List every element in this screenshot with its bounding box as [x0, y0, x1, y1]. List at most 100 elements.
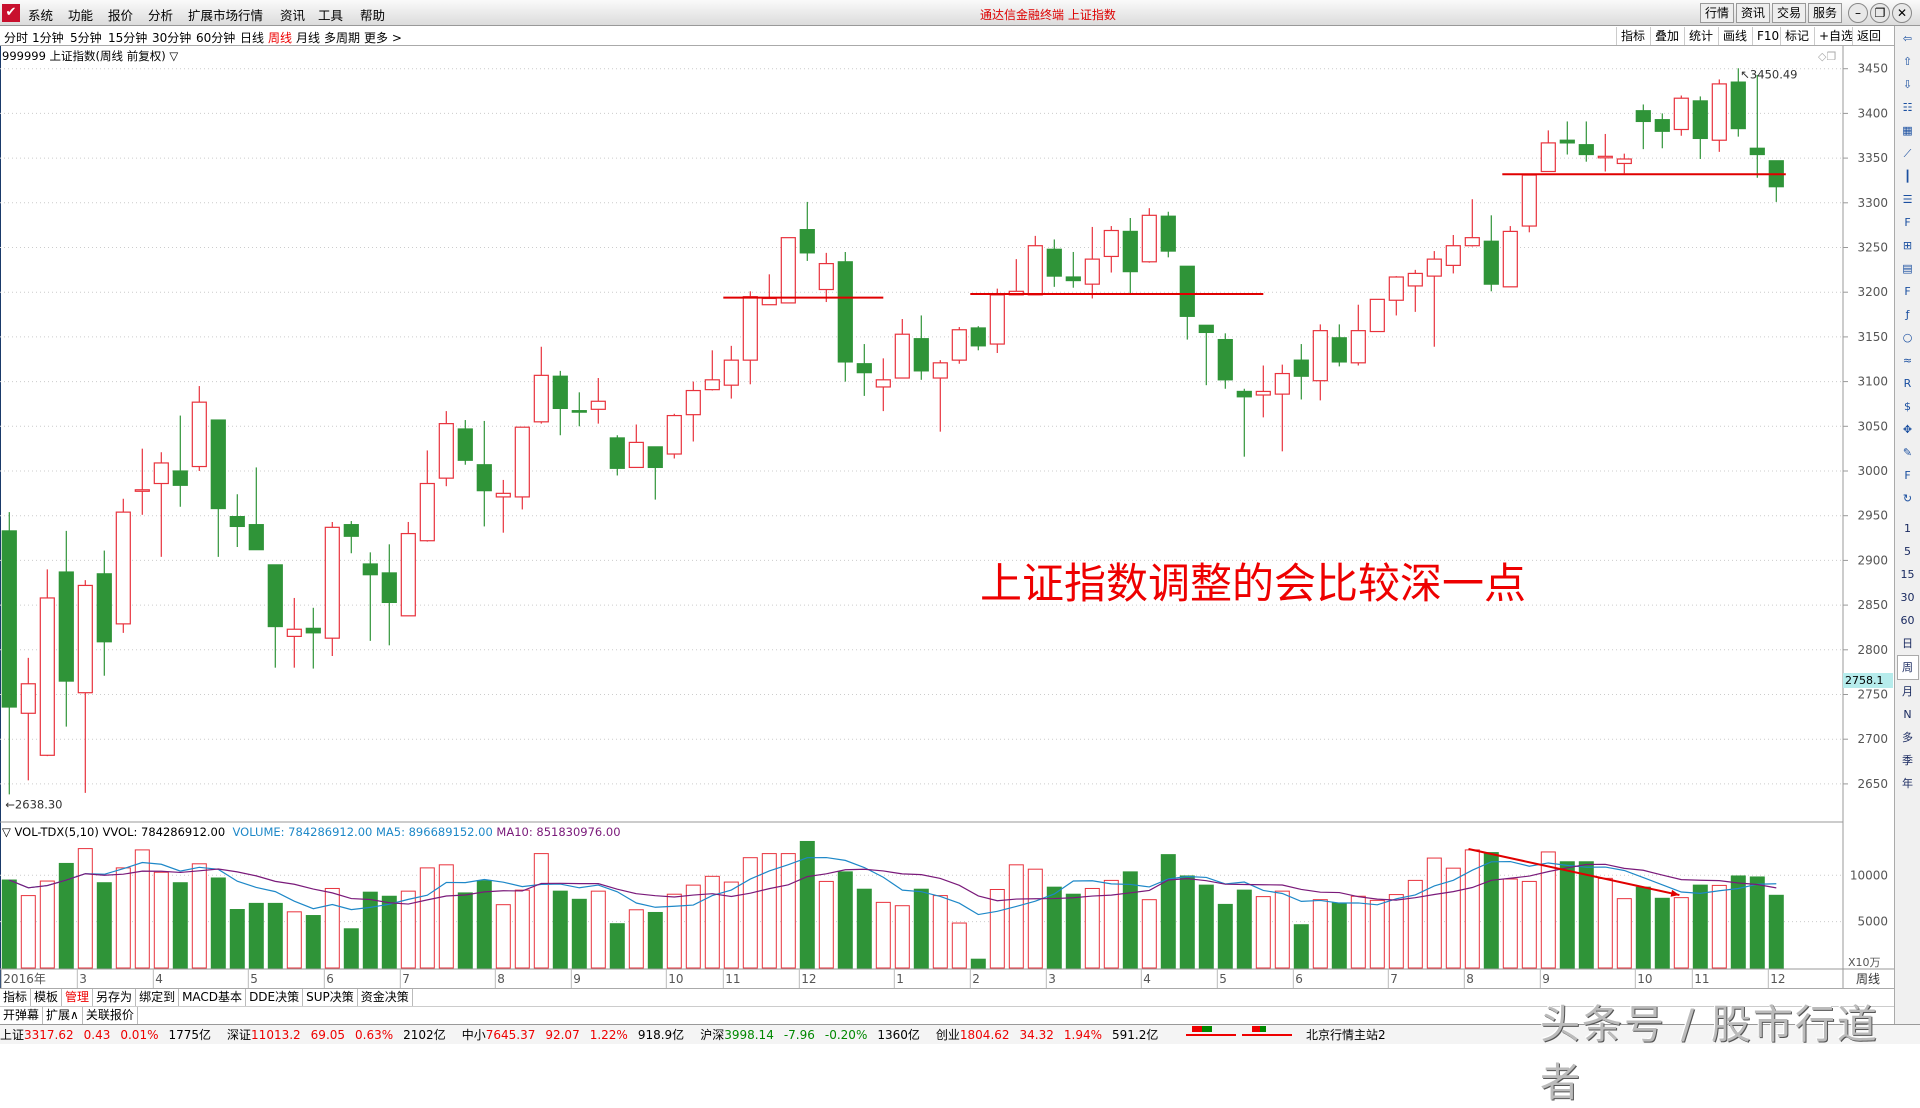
menu-7[interactable]: 帮助 — [360, 8, 386, 23]
menu-2[interactable]: 报价 — [108, 8, 134, 23]
indicator-tab-5[interactable]: MACD基本 — [179, 989, 247, 1006]
top-button-0[interactable]: 行情 — [1700, 3, 1735, 23]
refresh-icon[interactable]: ↻ — [1902, 492, 1913, 505]
top-button-2[interactable]: 交易 — [1772, 3, 1807, 23]
volume-bar — [799, 840, 815, 969]
kline-chart[interactable]: 3450 3400 3350 3300 3250 3200 3150 3100 3050 3000… — [0, 0, 1894, 988]
top-button-3[interactable]: 服务 — [1808, 3, 1843, 23]
period-tab-10[interactable]: 更多 > — [364, 31, 402, 45]
dollar-icon[interactable]: $ — [1904, 400, 1911, 413]
indicator-tab-8[interactable]: 资金决策 — [358, 989, 413, 1006]
tool-button-3[interactable]: 画线 — [1718, 27, 1751, 45]
f12-icon[interactable]: F — [1904, 285, 1911, 298]
volume-bar — [1711, 884, 1727, 969]
arrow-left-icon[interactable]: ⇦ — [1902, 32, 1913, 45]
circle-icon[interactable]: ○ — [1902, 331, 1913, 344]
x-tick-label: 6 — [1295, 972, 1303, 986]
indicator-tab-1[interactable]: 模板 — [31, 989, 63, 1006]
indicator-tab-6[interactable]: DDE决策 — [246, 989, 304, 1006]
indicator-tab-2[interactable]: 管理 — [62, 989, 94, 1006]
server-name[interactable]: 北京行情主站2 — [1306, 1027, 1386, 1042]
candle-body — [400, 532, 416, 617]
tool-button-5[interactable]: 标记 — [1780, 27, 1813, 45]
sidebar-period-1[interactable]: 5 — [1904, 545, 1911, 558]
menu-3[interactable]: 分析 — [148, 8, 174, 23]
tool-button-2[interactable]: 统计 — [1684, 27, 1717, 45]
index-quote-4[interactable]: 创业1804.62 34.32 1.94% 591.2亿 — [936, 1028, 1172, 1042]
extra-tab-2[interactable]: 关联报价 — [83, 1007, 138, 1024]
sidebar-period-10[interactable]: 季 — [1902, 754, 1913, 767]
period-tab-2[interactable]: 5分钟 — [70, 31, 102, 45]
volume-bar — [894, 905, 910, 969]
period-tab-4[interactable]: 30分钟 — [152, 31, 192, 45]
restore-icon[interactable]: ❐ — [1870, 3, 1890, 23]
move-icon[interactable]: ✥ — [1902, 423, 1913, 436]
index-quote-2[interactable]: 中小7645.37 92.07 1.22% 918.9亿 — [462, 1028, 698, 1042]
sidebar-period-4[interactable]: 60 — [1900, 614, 1915, 627]
index-quote-3[interactable]: 沪深3998.14 -7.96 -0.20% 1360亿 — [700, 1028, 934, 1042]
close-icon[interactable]: ✕ — [1892, 3, 1912, 23]
sidebar-period-5[interactable]: 日 — [1902, 637, 1913, 650]
sidebar-period-8[interactable]: N — [1903, 708, 1912, 721]
sidebar-period-0[interactable]: 1 — [1904, 522, 1911, 535]
grid-table-icon[interactable]: ▦ — [1902, 124, 1913, 137]
chart-header[interactable]: 999999 上证指数(周线 前复权) ▽ — [2, 49, 179, 63]
volume-bar — [248, 902, 264, 969]
volume-trend-arrow[interactable] — [1468, 847, 1680, 897]
tool-button-7[interactable]: 返回 — [1852, 27, 1885, 45]
arrow-down-icon[interactable]: ⇩ — [1902, 78, 1913, 91]
sidebar-period-3[interactable]: 30 — [1900, 591, 1915, 604]
sidebar-period-7[interactable]: 月 — [1902, 685, 1913, 698]
wave-icon[interactable]: ≈ — [1902, 354, 1913, 367]
volume-bar — [153, 871, 169, 969]
window-list-icon[interactable]: ☰ — [1902, 193, 1913, 206]
arrow-up-icon[interactable]: ⇧ — [1902, 55, 1913, 68]
sidebar-period-11[interactable]: 年 — [1902, 777, 1913, 790]
chart-options-icon[interactable]: ◇❐ — [1818, 50, 1837, 63]
indicator-tab-0[interactable]: 指标 — [0, 989, 32, 1006]
period-tab-6[interactable]: 日线 — [240, 31, 265, 45]
menu-1[interactable]: 功能 — [68, 8, 94, 23]
tool-button-6[interactable]: +自选 — [1814, 27, 1857, 45]
fx-icon[interactable]: ƒ — [1905, 308, 1910, 321]
volume-bar — [1730, 875, 1746, 969]
extra-tab-0[interactable]: 开弹幕 — [0, 1007, 44, 1024]
sidebar-period-9[interactable]: 多 — [1902, 731, 1913, 744]
period-tab-1[interactable]: 1分钟 — [32, 31, 64, 45]
tool-button-1[interactable]: 叠加 — [1650, 27, 1683, 45]
pencil-icon[interactable]: ✎ — [1902, 446, 1913, 459]
candle-body — [875, 379, 891, 388]
tool-button-4[interactable]: F10 — [1752, 27, 1783, 45]
period-tab-9[interactable]: 多周期 — [324, 31, 361, 45]
period-tab-8[interactable]: 月线 — [296, 31, 321, 45]
sidebar-period-6[interactable]: 周 — [1896, 655, 1919, 680]
fs-icon[interactable]: F — [1904, 469, 1911, 482]
menu-6[interactable]: 工具 — [318, 8, 344, 23]
volume-bar — [1654, 897, 1670, 969]
menu-5[interactable]: 资讯 — [280, 8, 306, 23]
indicator-list-icon[interactable]: ☷ — [1902, 101, 1913, 114]
vol-indicator-name[interactable]: ▽ VOL-TDX(5,10) — [2, 825, 99, 839]
indicator-tab-7[interactable]: SUP决策 — [303, 989, 358, 1006]
period-tab-5[interactable]: 60分钟 — [196, 31, 236, 45]
top-button-1[interactable]: 资讯 — [1736, 3, 1771, 23]
minimize-icon[interactable]: – — [1848, 3, 1868, 23]
tree-icon[interactable]: ⊞ — [1902, 239, 1913, 252]
period-tab-7[interactable]: 周线 — [268, 31, 293, 45]
period-tab-3[interactable]: 15分钟 — [108, 31, 148, 45]
tool-button-0[interactable]: 指标 — [1616, 27, 1649, 45]
candlestick-icon[interactable]: ┃ — [1904, 170, 1911, 183]
index-quote-0[interactable]: 上证3317.62 0.43 0.01% 1775亿 — [0, 1028, 225, 1042]
menu-4[interactable]: 扩展市场行情 — [188, 8, 264, 23]
index-quote-1[interactable]: 深证11013.2 69.05 0.63% 2102亿 — [227, 1028, 460, 1042]
sidebar-period-2[interactable]: 15 — [1900, 568, 1915, 581]
period-tab-0[interactable]: 分时 — [4, 31, 29, 45]
rsi-icon[interactable]: R — [1903, 377, 1912, 390]
line-chart-icon[interactable]: ⟋ — [1903, 147, 1912, 160]
indicator-tab-3[interactable]: 另存为 — [93, 989, 137, 1006]
notes-icon[interactable]: ▤ — [1902, 262, 1913, 275]
indicator-tab-4[interactable]: 绑定到 — [136, 989, 180, 1006]
extra-tab-1[interactable]: 扩展∧ — [43, 1007, 83, 1024]
f10-icon[interactable]: F — [1904, 216, 1911, 229]
menu-0[interactable]: 系统 — [28, 8, 54, 23]
